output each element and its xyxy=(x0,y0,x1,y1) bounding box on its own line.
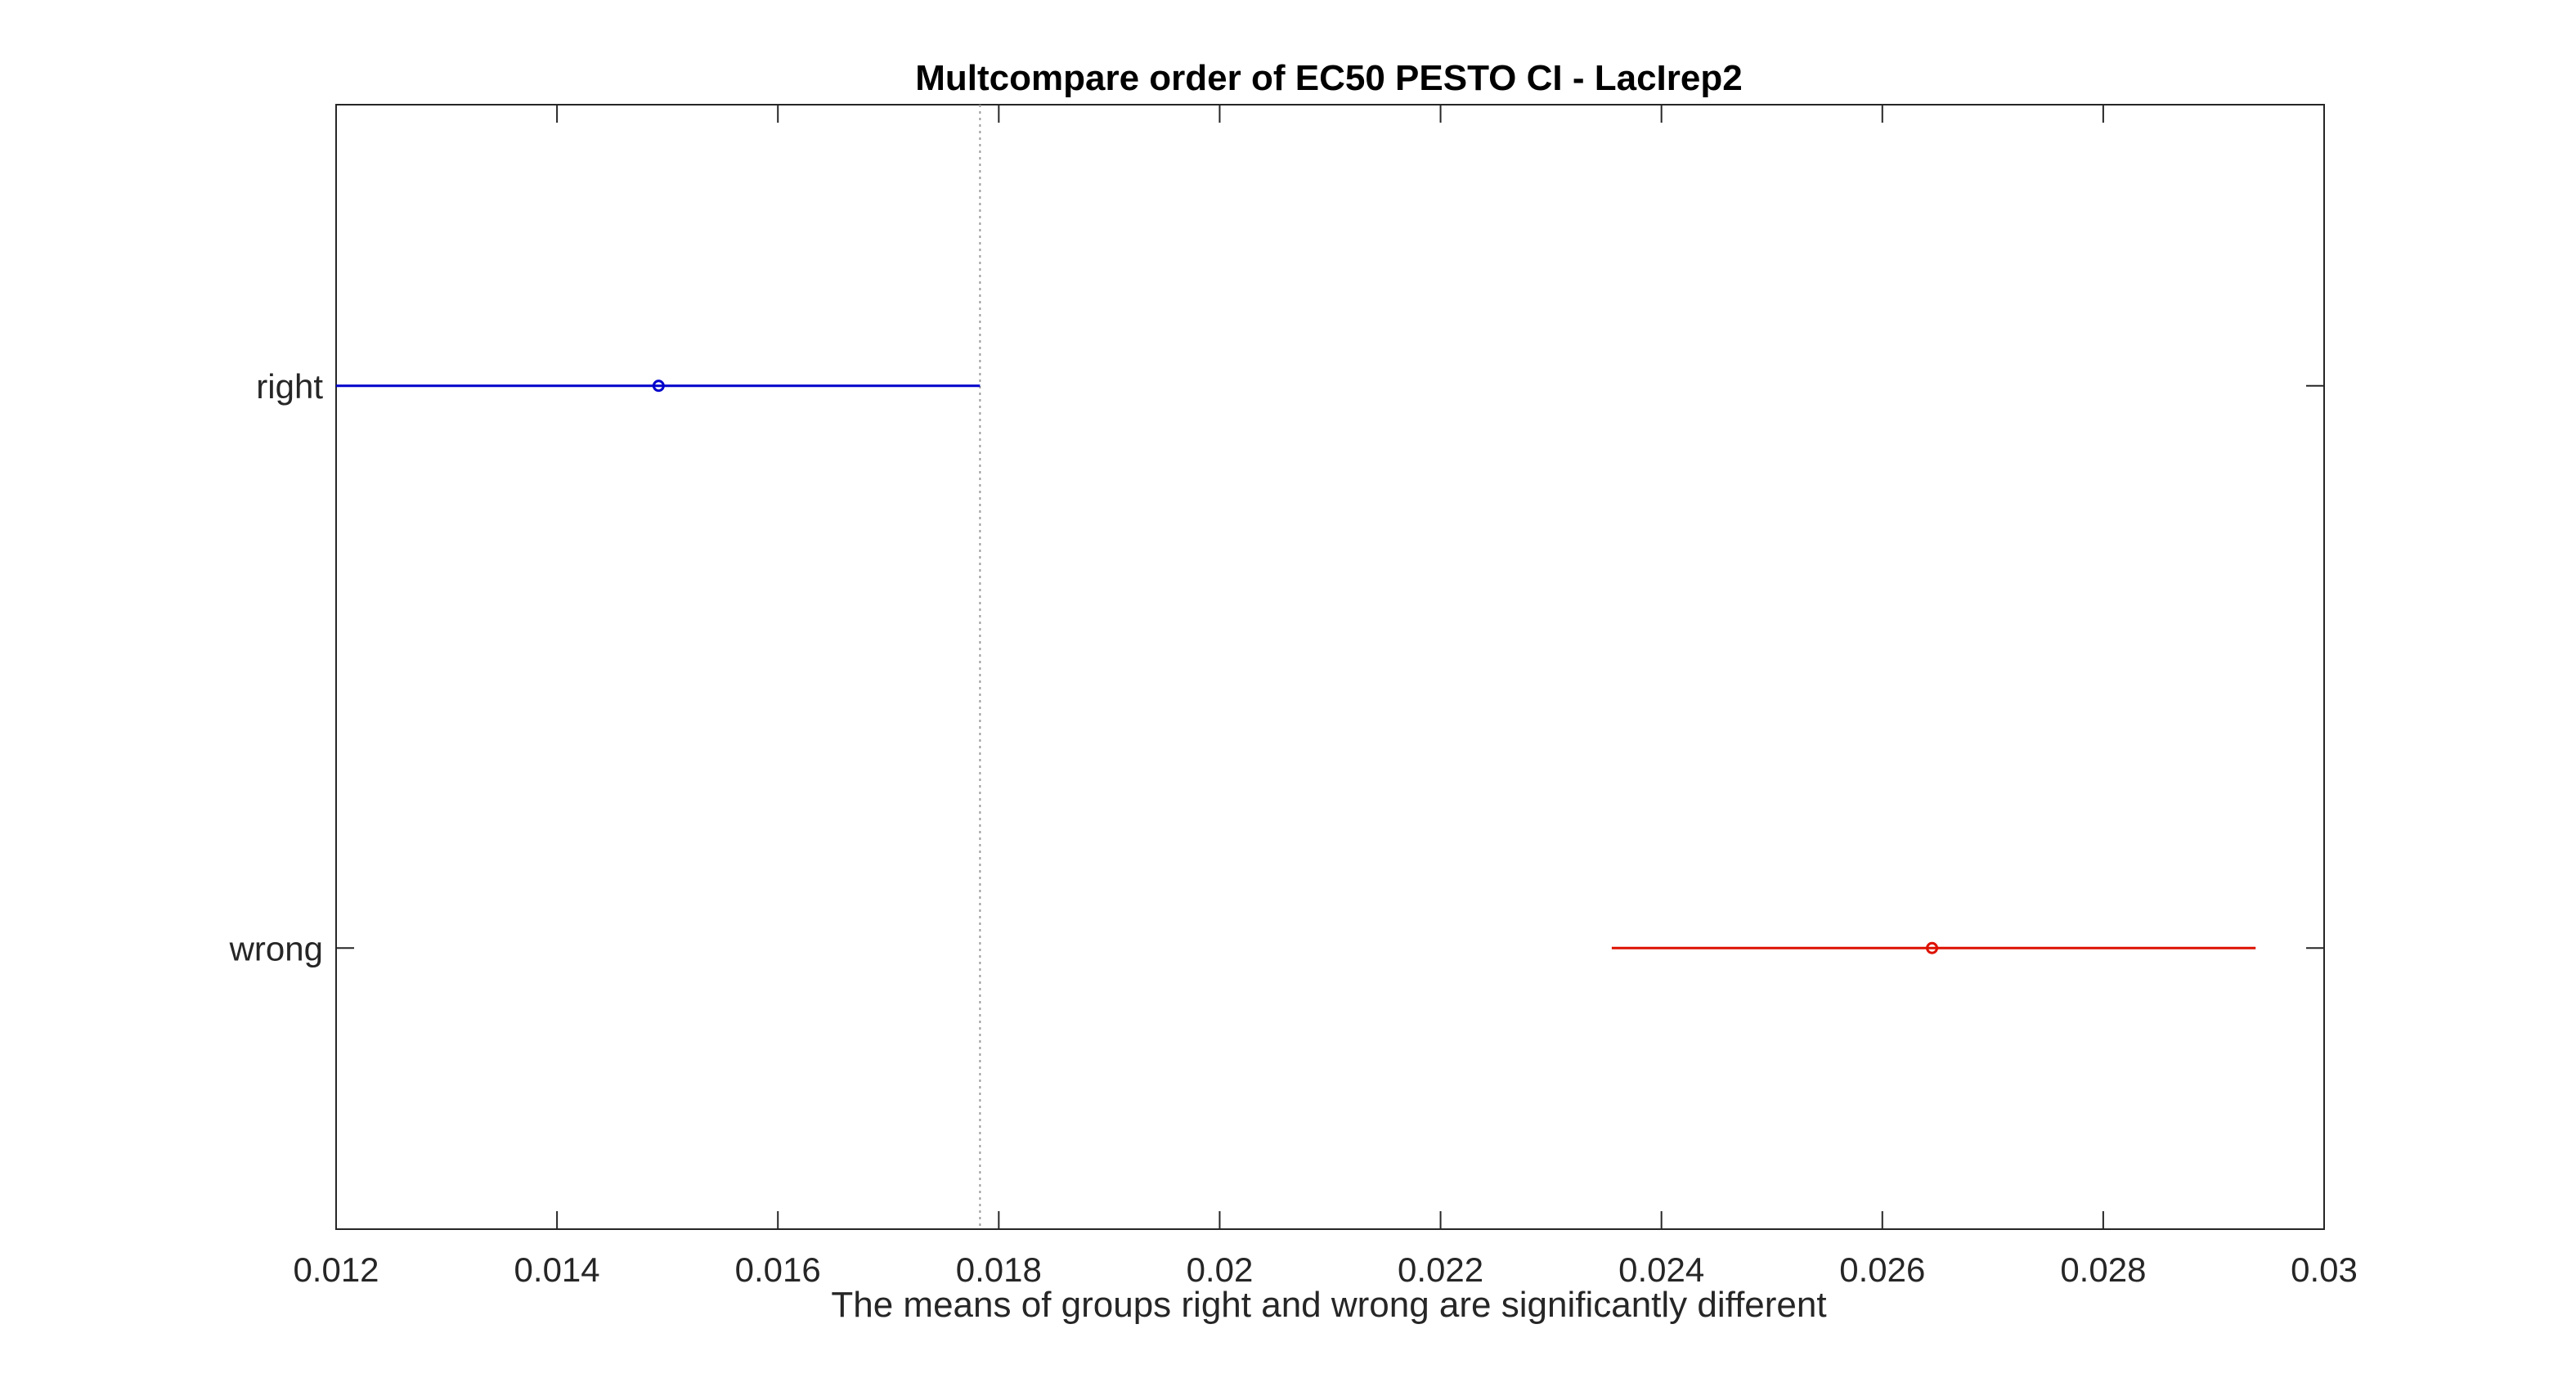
x-axis-label: The means of groups right and wrong are … xyxy=(831,1285,1826,1325)
x-tick-label: 0.018 xyxy=(956,1250,1042,1289)
plot-area: 0.012 0.014 0.016 0.018 0.02 0.022 0.024 0.026 0… xyxy=(229,104,2358,1289)
x-tick-label: 0.022 xyxy=(1398,1250,1483,1289)
x-tick-label: 0.02 xyxy=(1187,1250,1254,1289)
x-tick-label: 0.024 xyxy=(1618,1250,1704,1289)
x-tick-label: 0.026 xyxy=(1839,1250,1925,1289)
plot-frame xyxy=(335,104,2325,1230)
x-tick-label: 0.028 xyxy=(2060,1250,2146,1289)
chart-title: Multcompare order of EC50 PESTO CI - Lac… xyxy=(915,58,1742,98)
x-tick-label: 0.03 xyxy=(2291,1250,2358,1289)
y-tick-label: right xyxy=(256,367,323,406)
x-tick-label: 0.014 xyxy=(514,1250,600,1289)
x-tick-label: 0.012 xyxy=(293,1250,379,1289)
x-tick-label: 0.016 xyxy=(735,1250,821,1289)
mean-marker-wrong xyxy=(1926,941,1939,954)
y-tick-label: wrong xyxy=(229,929,323,967)
mean-marker-right xyxy=(652,379,665,393)
